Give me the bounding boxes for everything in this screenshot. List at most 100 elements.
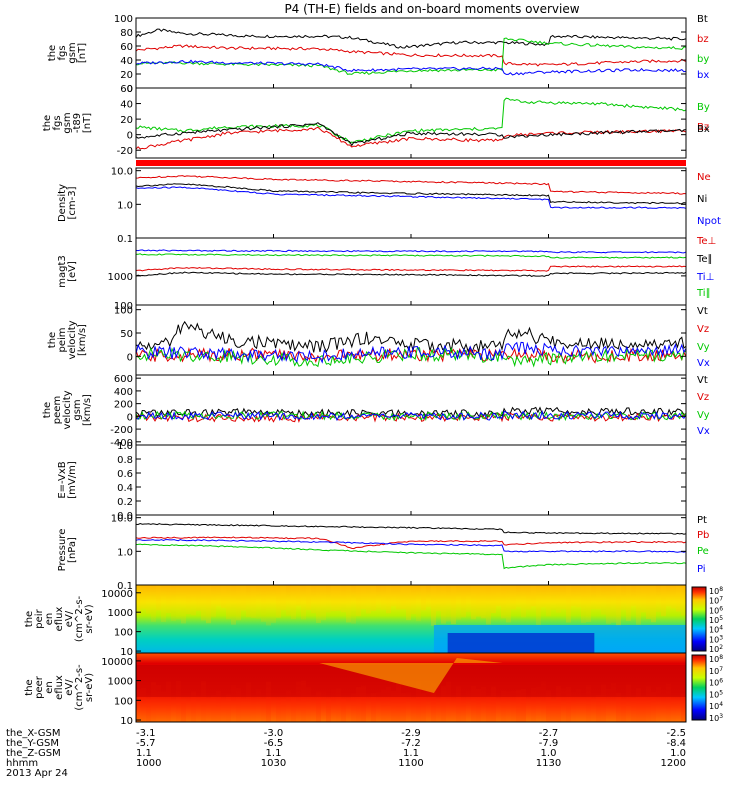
spectrogram-stripe [201, 681, 206, 722]
ytick-label-density: 0.1 [117, 234, 133, 245]
ylabel-fgs-gsm-t89: fgs [52, 115, 63, 130]
spectrogram-stripe [171, 698, 176, 722]
spectrogram-stripe [476, 585, 481, 617]
ephemeris-value: -5.7 [136, 738, 156, 749]
spectrogram-stripe [501, 585, 506, 619]
ytick-label-fgs-gsm-t89: 20 [120, 115, 133, 126]
ytick-label-peem-velocity: 0 [127, 412, 133, 423]
ylabel-fgs-gsm: the [47, 45, 58, 61]
spectrogram-stripe [261, 699, 266, 722]
spectrogram-stripe [186, 585, 191, 615]
spectrogram-stripe [581, 696, 586, 722]
spectrogram-stripe [596, 585, 601, 610]
ytick-label-peim-velocity: 50 [120, 329, 133, 340]
colorbar-peer-en-eflux [691, 654, 707, 721]
spectrogram-stripe [506, 585, 511, 623]
spectrogram-stripe [666, 585, 671, 607]
legend-peem-velocity-Vx: Vx [697, 426, 710, 437]
spectrogram-stripe [496, 698, 501, 722]
spectrogram-stripe [646, 585, 651, 619]
legend-fgs-gsm-bx: bx [697, 70, 709, 81]
ytick-label-peir-en-eflux: 10 [120, 647, 133, 658]
spectrogram-stripe [161, 691, 166, 722]
ylabel-e-vxb: [mV/m] [67, 461, 78, 499]
legend-magt3-Te⊥: Te⊥ [696, 236, 716, 247]
spectrogram-stripe [481, 686, 486, 722]
legend-fgs-gsm-Bt: Bt [697, 14, 708, 25]
spectrogram-stripe [216, 690, 221, 722]
colorbar-label-peir-en-eflux: 107 [709, 596, 723, 606]
legend-peim-velocity-Vx: Vx [697, 358, 710, 369]
spectrogram-stripe [486, 695, 491, 722]
spectrogram-stripe [401, 693, 406, 722]
spectrogram-stripe [576, 689, 581, 722]
spectrogram-stripe [411, 698, 416, 722]
ephemeris-value: -7.2 [401, 738, 421, 749]
ytick-label-peem-velocity: -400 [110, 438, 133, 449]
spectrogram-stripe [631, 585, 636, 606]
ylabel-peer-en-eflux: the [24, 679, 35, 695]
spectrogram-stripe [306, 687, 311, 722]
spectrogram-stripe [281, 698, 286, 722]
legend-pressure-Pt: Pt [697, 515, 707, 526]
spectrogram-stripe [461, 585, 466, 618]
spectrogram-stripe [366, 585, 371, 614]
spectrogram-stripe [661, 690, 666, 722]
ytick-label-peem-velocity: -200 [110, 425, 133, 436]
ytick-label-fgs-gsm-t89: -20 [117, 146, 133, 157]
spectrogram-stripe [531, 585, 536, 607]
spectrogram-stripe [156, 585, 161, 611]
panel-frame-peer-en-eflux [135, 652, 687, 723]
spectrogram-stripe [511, 690, 516, 722]
spectrogram-stripe [266, 681, 271, 722]
spectrogram-stripe [381, 689, 386, 722]
ytick-label-fgs-gsm-t89: 60 [120, 84, 133, 95]
spectrogram-stripe [136, 689, 141, 722]
ephemeris-value: 1.1 [136, 748, 152, 759]
ephemeris-value: -2.9 [401, 728, 421, 739]
spectrogram-stripe [291, 585, 296, 620]
spectrogram-stripe [416, 585, 421, 622]
ephemeris-value: 1.1 [403, 748, 419, 759]
spectrogram-stripe [351, 693, 356, 722]
legend-magt3-Ti⊥: Ti⊥ [696, 272, 714, 283]
spectrogram-stripe [501, 690, 506, 722]
ephemeris-value: -8.4 [666, 738, 686, 749]
colorbar-label-peer-en-eflux: 108 [709, 654, 723, 664]
ylabel-fgs-gsm-t89: -t89 [72, 113, 83, 133]
spectrogram-stripe [211, 585, 216, 618]
legend-density-Npot: Npot [697, 216, 721, 227]
spectrogram-stripe [251, 585, 256, 618]
spectrogram-stripe [221, 699, 226, 722]
legend-peem-velocity-Vy: Vy [697, 410, 710, 421]
spectrogram-stripe [606, 585, 611, 624]
ylabel-peer-en-eflux: sr-eV) [84, 673, 95, 702]
ytick-label-peer-en-eflux: 10 [120, 716, 133, 727]
panel-frame-pressure [135, 514, 687, 586]
series-line-fgs-gsm-t89-Bx [136, 122, 686, 147]
spectrogram-stripe [641, 696, 646, 722]
series-line-pressure-Pi [136, 539, 686, 553]
ylabel-fgs-gsm: [nT] [77, 43, 88, 63]
spectrogram-stripe [541, 681, 546, 722]
ytick-label-peer-en-eflux: 1000 [108, 677, 133, 688]
series-line-pressure-Pb [136, 536, 686, 550]
ytick-label-density: 10.0 [111, 167, 133, 178]
colorbar-label-peer-en-eflux: 105 [709, 689, 723, 699]
legend-peim-velocity-Vz: Vz [697, 324, 709, 335]
spectrogram-stripe [286, 690, 291, 722]
series-line-magt3-Te∥ [136, 271, 686, 277]
spectrogram-stripe [406, 585, 411, 621]
colorbar-label-peir-en-eflux: 105 [709, 615, 723, 625]
spectrogram-stripe [596, 694, 601, 722]
ephemeris-value: 1.0 [541, 748, 557, 759]
spectrogram-stripe [166, 681, 171, 722]
spectrogram-stripe [241, 698, 246, 722]
panel-magt3: Te⊥ Te∥ Ti⊥ Ti∥ 1000 100 magt3 [eV] [57, 236, 716, 312]
spectrogram-stripe [286, 585, 291, 616]
ylabel-peem-velocity: velocity [62, 390, 73, 429]
legend-density-Ne: Ne [697, 172, 711, 183]
spectrogram-stripe [216, 585, 221, 606]
spectrogram-stripe [251, 698, 256, 722]
spectrogram-stripe [551, 700, 556, 722]
